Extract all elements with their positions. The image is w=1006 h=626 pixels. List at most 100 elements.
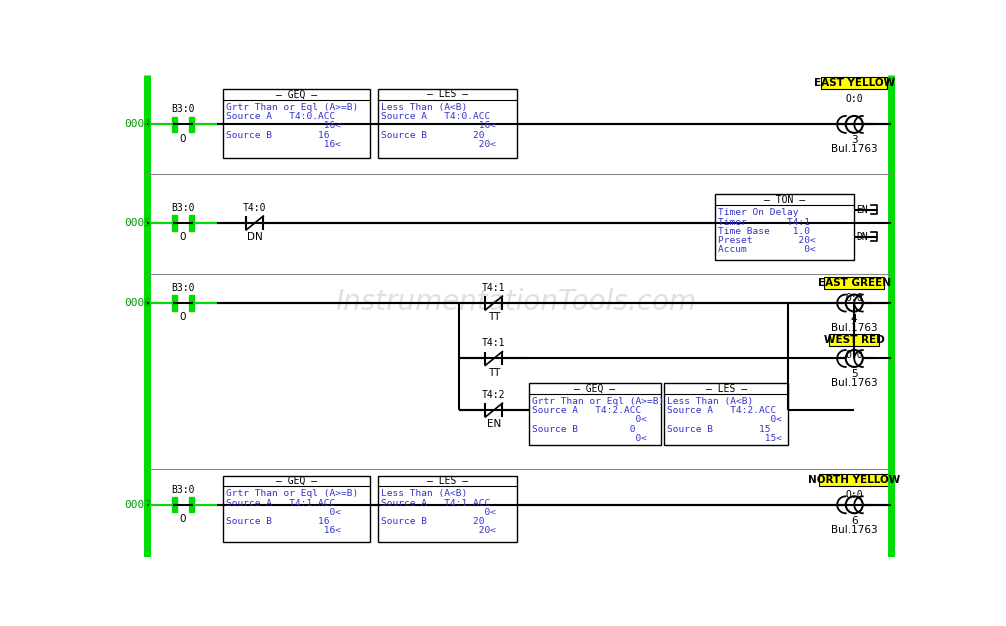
Text: Timer On Delay: Timer On Delay xyxy=(718,208,799,217)
Bar xyxy=(664,383,789,444)
Text: Source A   T4:2.ACC: Source A T4:2.ACC xyxy=(667,406,777,415)
Bar xyxy=(189,295,194,310)
Text: T4:2: T4:2 xyxy=(482,390,506,400)
Text: O:0: O:0 xyxy=(845,490,863,500)
Text: 0: 0 xyxy=(180,232,186,242)
Text: 4: 4 xyxy=(851,314,857,324)
Text: Source A   T4:2.ACC: Source A T4:2.ACC xyxy=(532,406,641,415)
Text: EN: EN xyxy=(487,419,501,429)
Text: EAST GREEN: EAST GREEN xyxy=(818,278,890,288)
Text: 0<: 0< xyxy=(667,416,783,424)
Text: Less Than (A<B): Less Than (A<B) xyxy=(667,397,753,406)
Text: 0005: 0005 xyxy=(125,218,152,228)
Text: EAST YELLOW: EAST YELLOW xyxy=(814,78,894,88)
Text: Grtr Than or Eql (A>=B): Grtr Than or Eql (A>=B) xyxy=(225,103,358,112)
Text: 0<: 0< xyxy=(532,434,647,443)
FancyBboxPatch shape xyxy=(830,334,879,346)
Bar xyxy=(189,215,194,230)
Bar xyxy=(222,476,370,541)
Text: B3:0: B3:0 xyxy=(171,203,195,213)
Text: Source A   T4:0.ACC: Source A T4:0.ACC xyxy=(225,112,335,121)
Text: T4:1: T4:1 xyxy=(482,283,506,293)
Text: — LES —: — LES — xyxy=(427,90,468,100)
Text: 5: 5 xyxy=(851,369,857,379)
Text: — GEQ —: — GEQ — xyxy=(574,384,616,394)
Text: Timer       T4:1: Timer T4:1 xyxy=(718,218,810,227)
Text: TT: TT xyxy=(488,367,500,377)
Text: O:0: O:0 xyxy=(845,94,863,103)
Text: Preset        20<: Preset 20< xyxy=(718,236,816,245)
Text: Source B        20: Source B 20 xyxy=(380,131,484,140)
Text: 0<: 0< xyxy=(380,508,496,517)
Text: Grtr Than or Eql (A>=B): Grtr Than or Eql (A>=B) xyxy=(225,490,358,498)
Text: B3:0: B3:0 xyxy=(171,283,195,293)
Text: O:0: O:0 xyxy=(845,293,863,303)
Text: 3: 3 xyxy=(851,135,857,145)
Text: — GEQ —: — GEQ — xyxy=(276,476,317,486)
Text: Source A   T4:1.ACC: Source A T4:1.ACC xyxy=(380,499,490,508)
Text: T4:0: T4:0 xyxy=(243,203,267,213)
Text: 16<: 16< xyxy=(225,121,341,130)
Text: WEST RED: WEST RED xyxy=(824,335,884,345)
Text: 16<: 16< xyxy=(380,121,496,130)
Text: B3:0: B3:0 xyxy=(171,485,195,495)
Text: NORTH YELLOW: NORTH YELLOW xyxy=(808,475,900,485)
Text: DN: DN xyxy=(856,232,868,242)
Text: Bul.1763: Bul.1763 xyxy=(831,145,877,155)
Text: 0006: 0006 xyxy=(125,298,152,308)
Text: 16<: 16< xyxy=(225,526,341,535)
Text: 0: 0 xyxy=(180,133,186,143)
Bar xyxy=(172,295,177,310)
Text: 20<: 20< xyxy=(380,140,496,149)
Text: Source B         0: Source B 0 xyxy=(532,424,636,434)
Text: O:0: O:0 xyxy=(845,350,863,360)
Text: 0: 0 xyxy=(180,312,186,322)
Text: Bul.1763: Bul.1763 xyxy=(831,525,877,535)
Text: Source A   T4:1.ACC: Source A T4:1.ACC xyxy=(225,499,335,508)
Bar xyxy=(189,116,194,132)
Text: Time Base    1.0: Time Base 1.0 xyxy=(718,227,810,236)
Bar xyxy=(714,195,854,260)
Text: — LES —: — LES — xyxy=(427,476,468,486)
Text: 6: 6 xyxy=(851,516,857,526)
Bar xyxy=(172,497,177,513)
FancyBboxPatch shape xyxy=(824,277,884,289)
Text: Less Than (A<B): Less Than (A<B) xyxy=(380,103,467,112)
Text: 0<: 0< xyxy=(225,508,341,517)
Text: — GEQ —: — GEQ — xyxy=(276,90,317,100)
Bar xyxy=(172,215,177,230)
FancyBboxPatch shape xyxy=(819,474,890,486)
Text: — LES —: — LES — xyxy=(706,384,746,394)
Text: Source B        15: Source B 15 xyxy=(667,424,771,434)
Text: TT: TT xyxy=(488,312,500,322)
Text: 0007: 0007 xyxy=(125,500,152,510)
Bar xyxy=(377,89,517,158)
Bar xyxy=(222,89,370,158)
Text: T4:1: T4:1 xyxy=(482,339,506,349)
Text: InstrumentationTools.com: InstrumentationTools.com xyxy=(335,288,696,316)
Text: 15<: 15< xyxy=(667,434,783,443)
Text: Less Than (A<B): Less Than (A<B) xyxy=(380,490,467,498)
Bar xyxy=(529,383,661,444)
Text: Source B        20: Source B 20 xyxy=(380,517,484,526)
Text: 16<: 16< xyxy=(225,140,341,149)
Text: Bul.1763: Bul.1763 xyxy=(831,379,877,389)
Bar xyxy=(377,476,517,541)
Text: Source A   T4:0.ACC: Source A T4:0.ACC xyxy=(380,112,490,121)
Bar xyxy=(189,497,194,513)
Text: Bul.1763: Bul.1763 xyxy=(831,323,877,333)
Text: EN: EN xyxy=(856,205,868,215)
Text: Source B        16: Source B 16 xyxy=(225,131,329,140)
Text: 0004: 0004 xyxy=(125,120,152,130)
Text: B3:0: B3:0 xyxy=(171,105,195,115)
Text: DN: DN xyxy=(246,232,263,242)
Text: Accum          0<: Accum 0< xyxy=(718,245,816,254)
Text: Source B        16: Source B 16 xyxy=(225,517,329,526)
Text: 20<: 20< xyxy=(380,526,496,535)
Bar xyxy=(172,116,177,132)
FancyBboxPatch shape xyxy=(821,76,887,89)
Text: — TON —: — TON — xyxy=(764,195,805,205)
Text: 0: 0 xyxy=(180,514,186,524)
Text: Grtr Than or Eql (A>=B): Grtr Than or Eql (A>=B) xyxy=(532,397,664,406)
Text: 0<: 0< xyxy=(532,416,647,424)
